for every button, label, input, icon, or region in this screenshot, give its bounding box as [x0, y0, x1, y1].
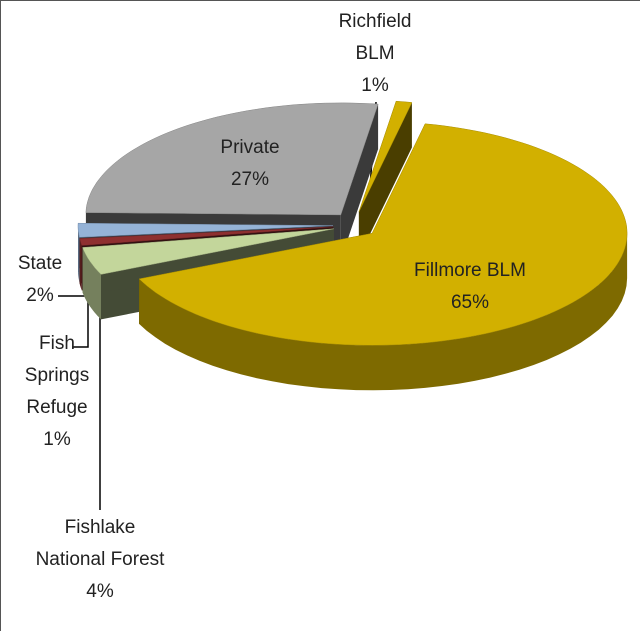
- slice-side: [79, 238, 82, 291]
- slice-top: [77, 222, 334, 238]
- slice-top: [138, 123, 628, 346]
- slice-wall: [340, 104, 379, 260]
- slice: [138, 123, 628, 391]
- slice-name: Fish Springs Refuge: [24, 333, 90, 418]
- slice-name: Fillmore BLM: [414, 260, 526, 281]
- slice-label: Richfield BLM 1%: [320, 6, 430, 102]
- slice-percent: 1%: [361, 75, 389, 96]
- leader-line: [72, 300, 89, 348]
- slice-label: Fish Springs Refuge 1%: [12, 328, 102, 456]
- slice-label: Private 27%: [190, 132, 310, 196]
- slice-label: Fillmore BLM 65%: [410, 255, 530, 319]
- slice-label: State 2%: [0, 248, 80, 312]
- slice-percent: 2%: [26, 285, 54, 306]
- slice-top: [85, 102, 379, 216]
- slice-label: Fishlake National Forest 4%: [30, 512, 170, 608]
- slice-top: [358, 100, 413, 213]
- slice-top: [82, 228, 334, 275]
- slice-percent: 1%: [43, 429, 71, 450]
- slice-percent: 65%: [450, 292, 490, 313]
- slice-percent: 4%: [86, 581, 114, 602]
- slice-percent: 27%: [230, 169, 270, 190]
- slice-name: Fishlake National Forest: [35, 517, 165, 570]
- slice-name: State: [17, 253, 63, 274]
- slice-top: [79, 226, 334, 246]
- slice-side: [78, 225, 80, 283]
- slice: [358, 100, 413, 257]
- slice-name: Richfield BLM: [338, 11, 412, 64]
- slice-side: [139, 233, 628, 391]
- slice-side: [82, 247, 101, 320]
- slice-name: Private: [220, 137, 280, 158]
- slice-wall: [358, 102, 412, 257]
